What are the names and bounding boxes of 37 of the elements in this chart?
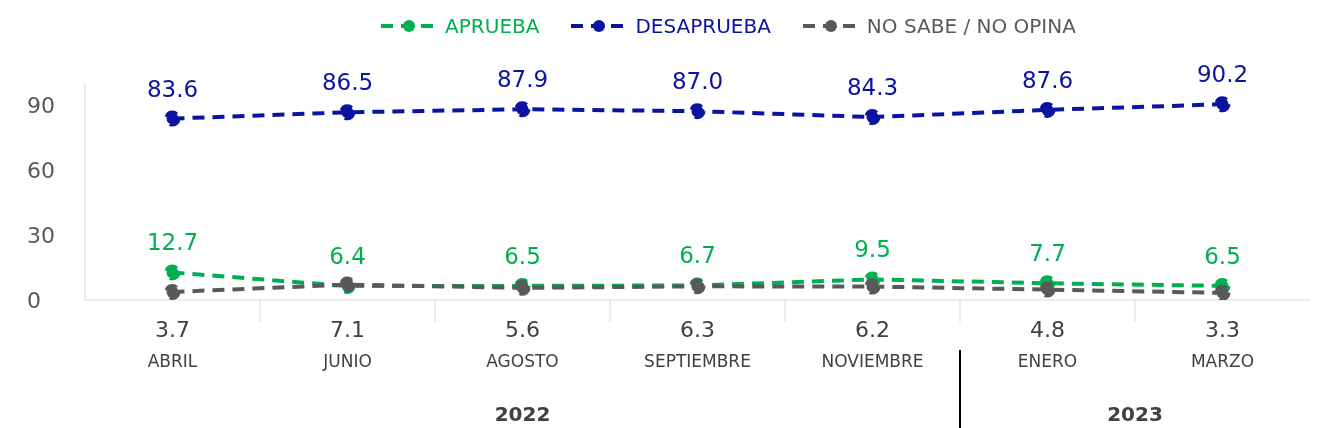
x-tick-label: JUNIO xyxy=(322,351,372,371)
data-label: 87.6 xyxy=(1021,66,1074,93)
data-label: 5.6 xyxy=(505,317,540,342)
data-label: 84.3 xyxy=(846,74,899,101)
y-tick-label: 60 xyxy=(27,157,55,183)
text: 2022 xyxy=(493,402,552,426)
data-label: 87.9 xyxy=(496,66,549,93)
legend-label: NO SABE / NO OPINA xyxy=(866,14,1076,38)
data-label: 6.3 xyxy=(680,317,715,342)
data-label: 87.0 xyxy=(671,68,724,95)
text: 2023 xyxy=(1106,402,1164,426)
x-tick-label: ABRIL xyxy=(147,351,198,371)
data-label: 7.7 xyxy=(1029,240,1066,267)
data-label: 7.1 xyxy=(330,317,365,342)
data-label: 86.5 xyxy=(321,69,374,96)
x-tick-label: MARZO xyxy=(1190,351,1255,371)
data-label: 6.2 xyxy=(855,317,890,342)
y-tick-label: 90 xyxy=(27,92,55,118)
x-tick-label: SEPTIEMBRE xyxy=(644,351,751,371)
x-tick-label: AGOSTO xyxy=(486,351,559,371)
data-label: 6.4 xyxy=(329,243,366,270)
legend-label: APRUEBA xyxy=(445,14,540,38)
data-label: 12.7 xyxy=(146,229,199,256)
data-label: 6.5 xyxy=(1204,242,1241,269)
data-label: 6.5 xyxy=(504,242,541,269)
data-label: 6.7 xyxy=(679,242,716,269)
data-label: 3.3 xyxy=(1205,317,1240,342)
y-tick-label: 30 xyxy=(27,222,55,248)
x-tick-label: ENERO xyxy=(1017,351,1078,371)
data-label: 3.7 xyxy=(155,317,190,342)
x-tick-label: NOVIEMBRE xyxy=(821,351,924,371)
data-label: 4.8 xyxy=(1030,317,1065,342)
legend-label: DESAPRUEBA xyxy=(635,14,771,38)
data-label: 90.2 xyxy=(1196,61,1249,88)
y-tick-label: 0 xyxy=(27,287,41,313)
data-label: 9.5 xyxy=(854,236,891,263)
data-label: 83.6 xyxy=(146,75,199,102)
